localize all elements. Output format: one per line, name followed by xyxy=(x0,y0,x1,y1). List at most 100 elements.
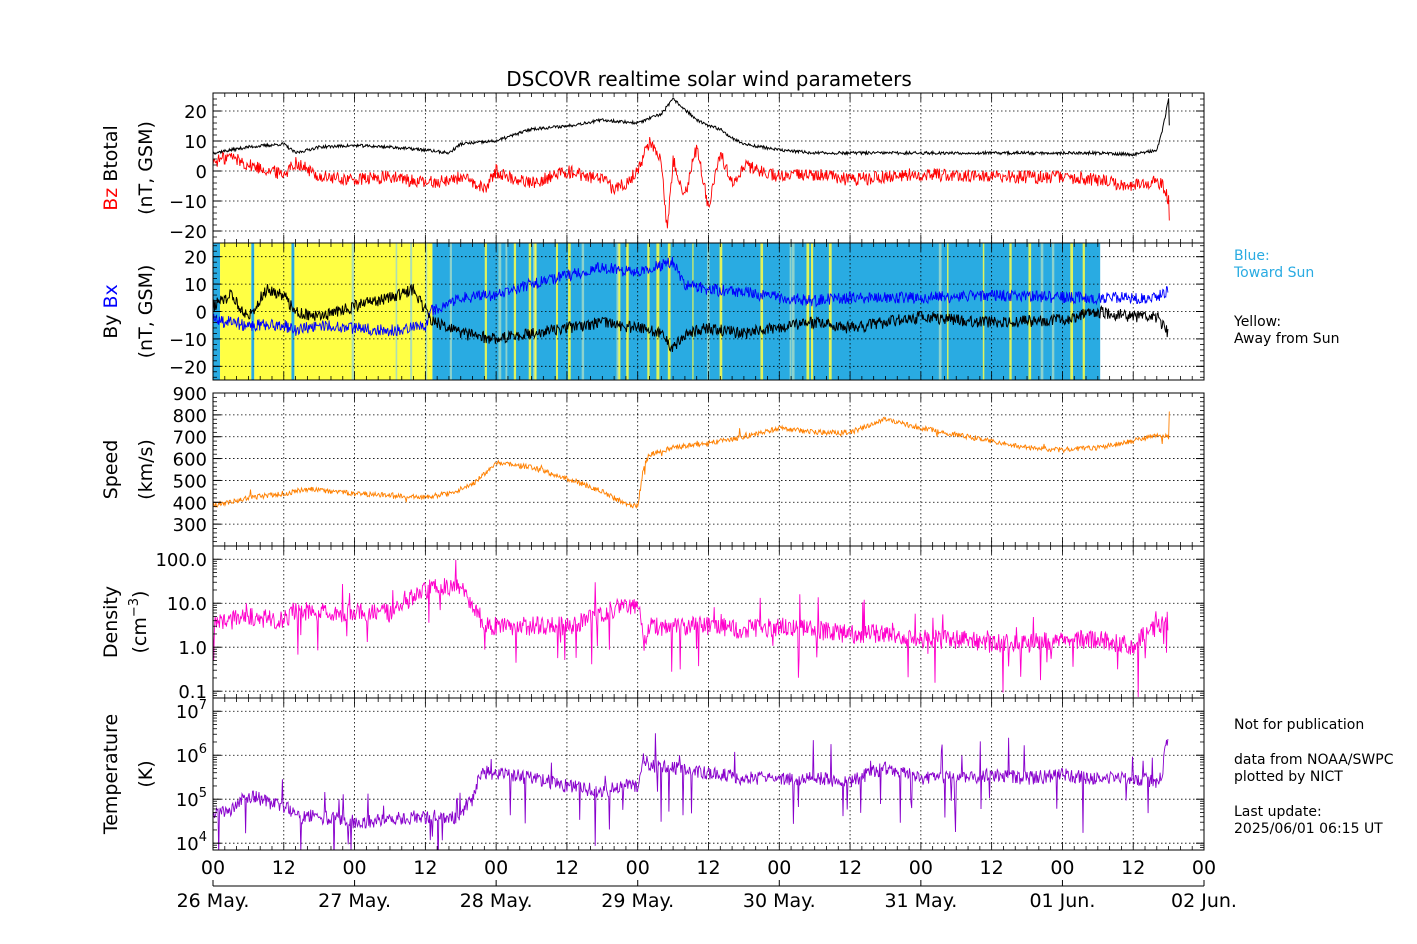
y-tick-label: 800 xyxy=(173,406,207,427)
y-tick-label: 106 xyxy=(176,742,207,767)
y-tick-label: 300 xyxy=(173,515,207,536)
x-hour-label: 00 xyxy=(909,857,933,879)
sector-stripe xyxy=(810,243,814,380)
x-hour-label: 12 xyxy=(696,857,720,879)
series-group xyxy=(213,411,1170,510)
legend-toward-sun: Toward Sun xyxy=(1234,265,1315,281)
y-tick-label: 0.1 xyxy=(178,682,207,703)
y-tick-label: 700 xyxy=(173,428,207,449)
legend-yellow-label: Yellow: xyxy=(1234,314,1282,330)
y-tick-label: −10 xyxy=(169,330,207,351)
y-tick-label: 104 xyxy=(176,830,207,855)
x-date-label: 30 May. xyxy=(743,890,816,912)
sector-stripe xyxy=(1082,243,1085,380)
sector-stripe xyxy=(947,243,949,380)
x-hour-label: 00 xyxy=(201,857,225,879)
y-tick-label: 20 xyxy=(184,102,207,123)
x-hour-label: 00 xyxy=(1050,857,1074,879)
x-hour-label: 00 xyxy=(767,857,791,879)
y-axis-label: Speed xyxy=(100,440,122,500)
sector-stripe xyxy=(395,243,398,380)
x-date-label: 29 May. xyxy=(601,890,674,912)
x-date-label: 01 Jun. xyxy=(1029,890,1095,912)
sector-stripe xyxy=(1070,243,1074,380)
series-line-temperature xyxy=(213,733,1169,850)
sector-stripe xyxy=(618,243,621,380)
x-date-label: 02 Jun. xyxy=(1171,890,1237,912)
series-group xyxy=(213,256,1169,352)
x-hour-label: 12 xyxy=(838,857,862,879)
x-date-label: 28 May. xyxy=(460,890,533,912)
sector-stripe xyxy=(513,243,517,380)
y-tick-label: −20 xyxy=(169,357,207,378)
x-hour-label: 12 xyxy=(1121,857,1145,879)
y-tick-label: 10 xyxy=(184,132,207,153)
sector-stripe xyxy=(555,243,559,380)
legend-away-from-sun: Away from Sun xyxy=(1234,331,1340,347)
sector-stripe xyxy=(449,243,452,380)
y-axis-unit-label: (nT, GSM) xyxy=(135,121,157,215)
sector-stripe xyxy=(581,243,585,380)
x-hour-label: 00 xyxy=(1192,857,1216,879)
y-tick-label: 107 xyxy=(176,698,207,723)
x-hour-label: 12 xyxy=(980,857,1004,879)
y-tick-label: 0 xyxy=(196,162,207,183)
sector-stripe xyxy=(692,243,694,380)
panel-magnetic_total: −20 −10 0 10 20 Bz Btotal (nT, GSM) xyxy=(100,92,1205,244)
sector-stripe xyxy=(719,243,723,380)
y-axis-unit-label: (km/s) xyxy=(135,439,157,500)
series-line-speed xyxy=(213,411,1170,510)
sector-stripe xyxy=(534,243,537,380)
x-hour-label: 12 xyxy=(413,857,437,879)
panel-magnetic_components: −20 −10 0 10 20 By Bx (nT, GSM) xyxy=(100,242,1205,381)
note-last-update: 2025/06/01 06:15 UT xyxy=(1234,821,1383,837)
y-tick-label: 10 xyxy=(184,275,207,296)
x-hour-label: 00 xyxy=(626,857,650,879)
y-tick-label: 0 xyxy=(196,303,207,324)
panel-density: 0.1 1.0 10.0 100.0 Density (cm−3) xyxy=(100,545,1205,703)
note-last-update-label: Last update: xyxy=(1234,804,1322,820)
x-hour-label: 12 xyxy=(272,857,296,879)
sector-band-away xyxy=(220,243,252,380)
sector-stripe xyxy=(498,243,502,380)
y-tick-label: 500 xyxy=(173,471,207,492)
panel-frame xyxy=(212,92,1205,244)
y-axis-label: Bz Btotal xyxy=(100,125,122,211)
series-group xyxy=(213,559,1169,698)
series-line-density xyxy=(213,559,1169,698)
note-not-for-publication: Not for publication xyxy=(1234,717,1365,733)
sector-stripe xyxy=(806,243,810,380)
y-tick-label: −20 xyxy=(169,222,207,243)
y-axis-label: By Bx xyxy=(100,284,122,339)
y-tick-label: −10 xyxy=(169,192,207,213)
y-tick-label: 900 xyxy=(173,384,207,405)
y-axis-unit-label: (K) xyxy=(135,760,157,787)
series-line-bx xyxy=(213,256,1169,337)
note-plotted-by: plotted by NICT xyxy=(1234,769,1343,785)
sector-stripe xyxy=(410,243,413,380)
series-group xyxy=(213,733,1169,850)
sector-stripe xyxy=(938,243,942,380)
y-tick-label: 10.0 xyxy=(167,594,207,615)
x-date-label: 27 May. xyxy=(318,890,391,912)
y-tick-label: 105 xyxy=(176,786,207,811)
series-line-by xyxy=(213,283,1169,352)
sector-band-toward xyxy=(251,243,255,380)
sector-stripe xyxy=(647,243,650,380)
y-axis-unit-label: (nT, GSM) xyxy=(135,265,157,359)
sector-stripe xyxy=(789,243,792,380)
y-axis-label: Density xyxy=(100,586,122,658)
y-axis-label: Temperature xyxy=(100,714,122,835)
series-line-bz xyxy=(213,136,1170,229)
series-line-btotal xyxy=(213,97,1170,157)
y-tick-label: 400 xyxy=(173,493,207,514)
series-group xyxy=(213,97,1170,229)
sector-stripe xyxy=(982,243,985,380)
y-tick-label: 600 xyxy=(173,450,207,471)
x-hour-label: 00 xyxy=(342,857,366,879)
x-hour-label: 12 xyxy=(555,857,579,879)
chart-title: DSCOVR realtime solar wind parameters xyxy=(506,67,912,91)
y-tick-label: 100.0 xyxy=(155,550,207,571)
y-tick-label: 20 xyxy=(184,248,207,269)
